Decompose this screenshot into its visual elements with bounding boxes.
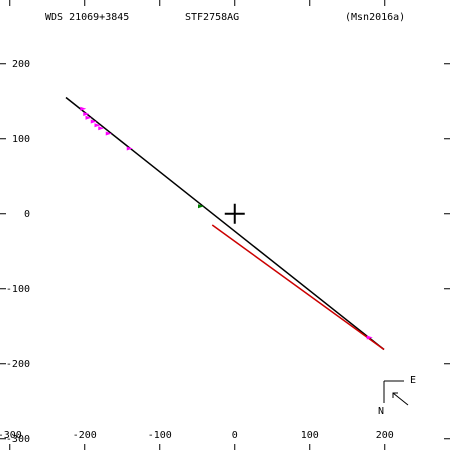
x-tick-label: -100 bbox=[148, 430, 172, 441]
x-tick-label: 0 bbox=[232, 430, 238, 441]
observation bbox=[198, 204, 204, 209]
observation bbox=[105, 131, 112, 136]
orbit-line bbox=[65, 96, 385, 351]
y-tick-label: 0 bbox=[24, 209, 30, 220]
observation bbox=[126, 146, 133, 151]
star-label: STF2758AG bbox=[185, 12, 239, 23]
orbit-line bbox=[211, 224, 385, 351]
primary-star bbox=[224, 203, 245, 224]
compass-arrowhead bbox=[392, 392, 398, 398]
y-tick-label: 200 bbox=[12, 59, 30, 70]
observation bbox=[83, 112, 90, 116]
x-tick-label: 200 bbox=[376, 430, 394, 441]
x-tick-label: -300 bbox=[0, 430, 22, 441]
compass-e: E bbox=[410, 375, 416, 386]
observation bbox=[90, 119, 97, 124]
wds-label: WDS 21069+3845 bbox=[45, 12, 129, 23]
observation bbox=[80, 106, 87, 111]
compass-n: N bbox=[378, 406, 384, 417]
observation bbox=[366, 335, 373, 340]
x-tick-label: 100 bbox=[301, 430, 319, 441]
observation bbox=[94, 123, 101, 128]
x-tick-label: -200 bbox=[73, 430, 97, 441]
observation bbox=[98, 126, 105, 131]
y-tick-label: 100 bbox=[12, 134, 30, 145]
y-tick-label: -100 bbox=[6, 284, 30, 295]
y-tick-label: -300 bbox=[6, 434, 30, 445]
compass: E N bbox=[378, 375, 416, 417]
y-tick-label: -200 bbox=[6, 359, 30, 370]
compass-arrow bbox=[392, 392, 409, 406]
observation bbox=[85, 115, 92, 120]
ref-label: (Msn2016a) bbox=[345, 12, 405, 23]
